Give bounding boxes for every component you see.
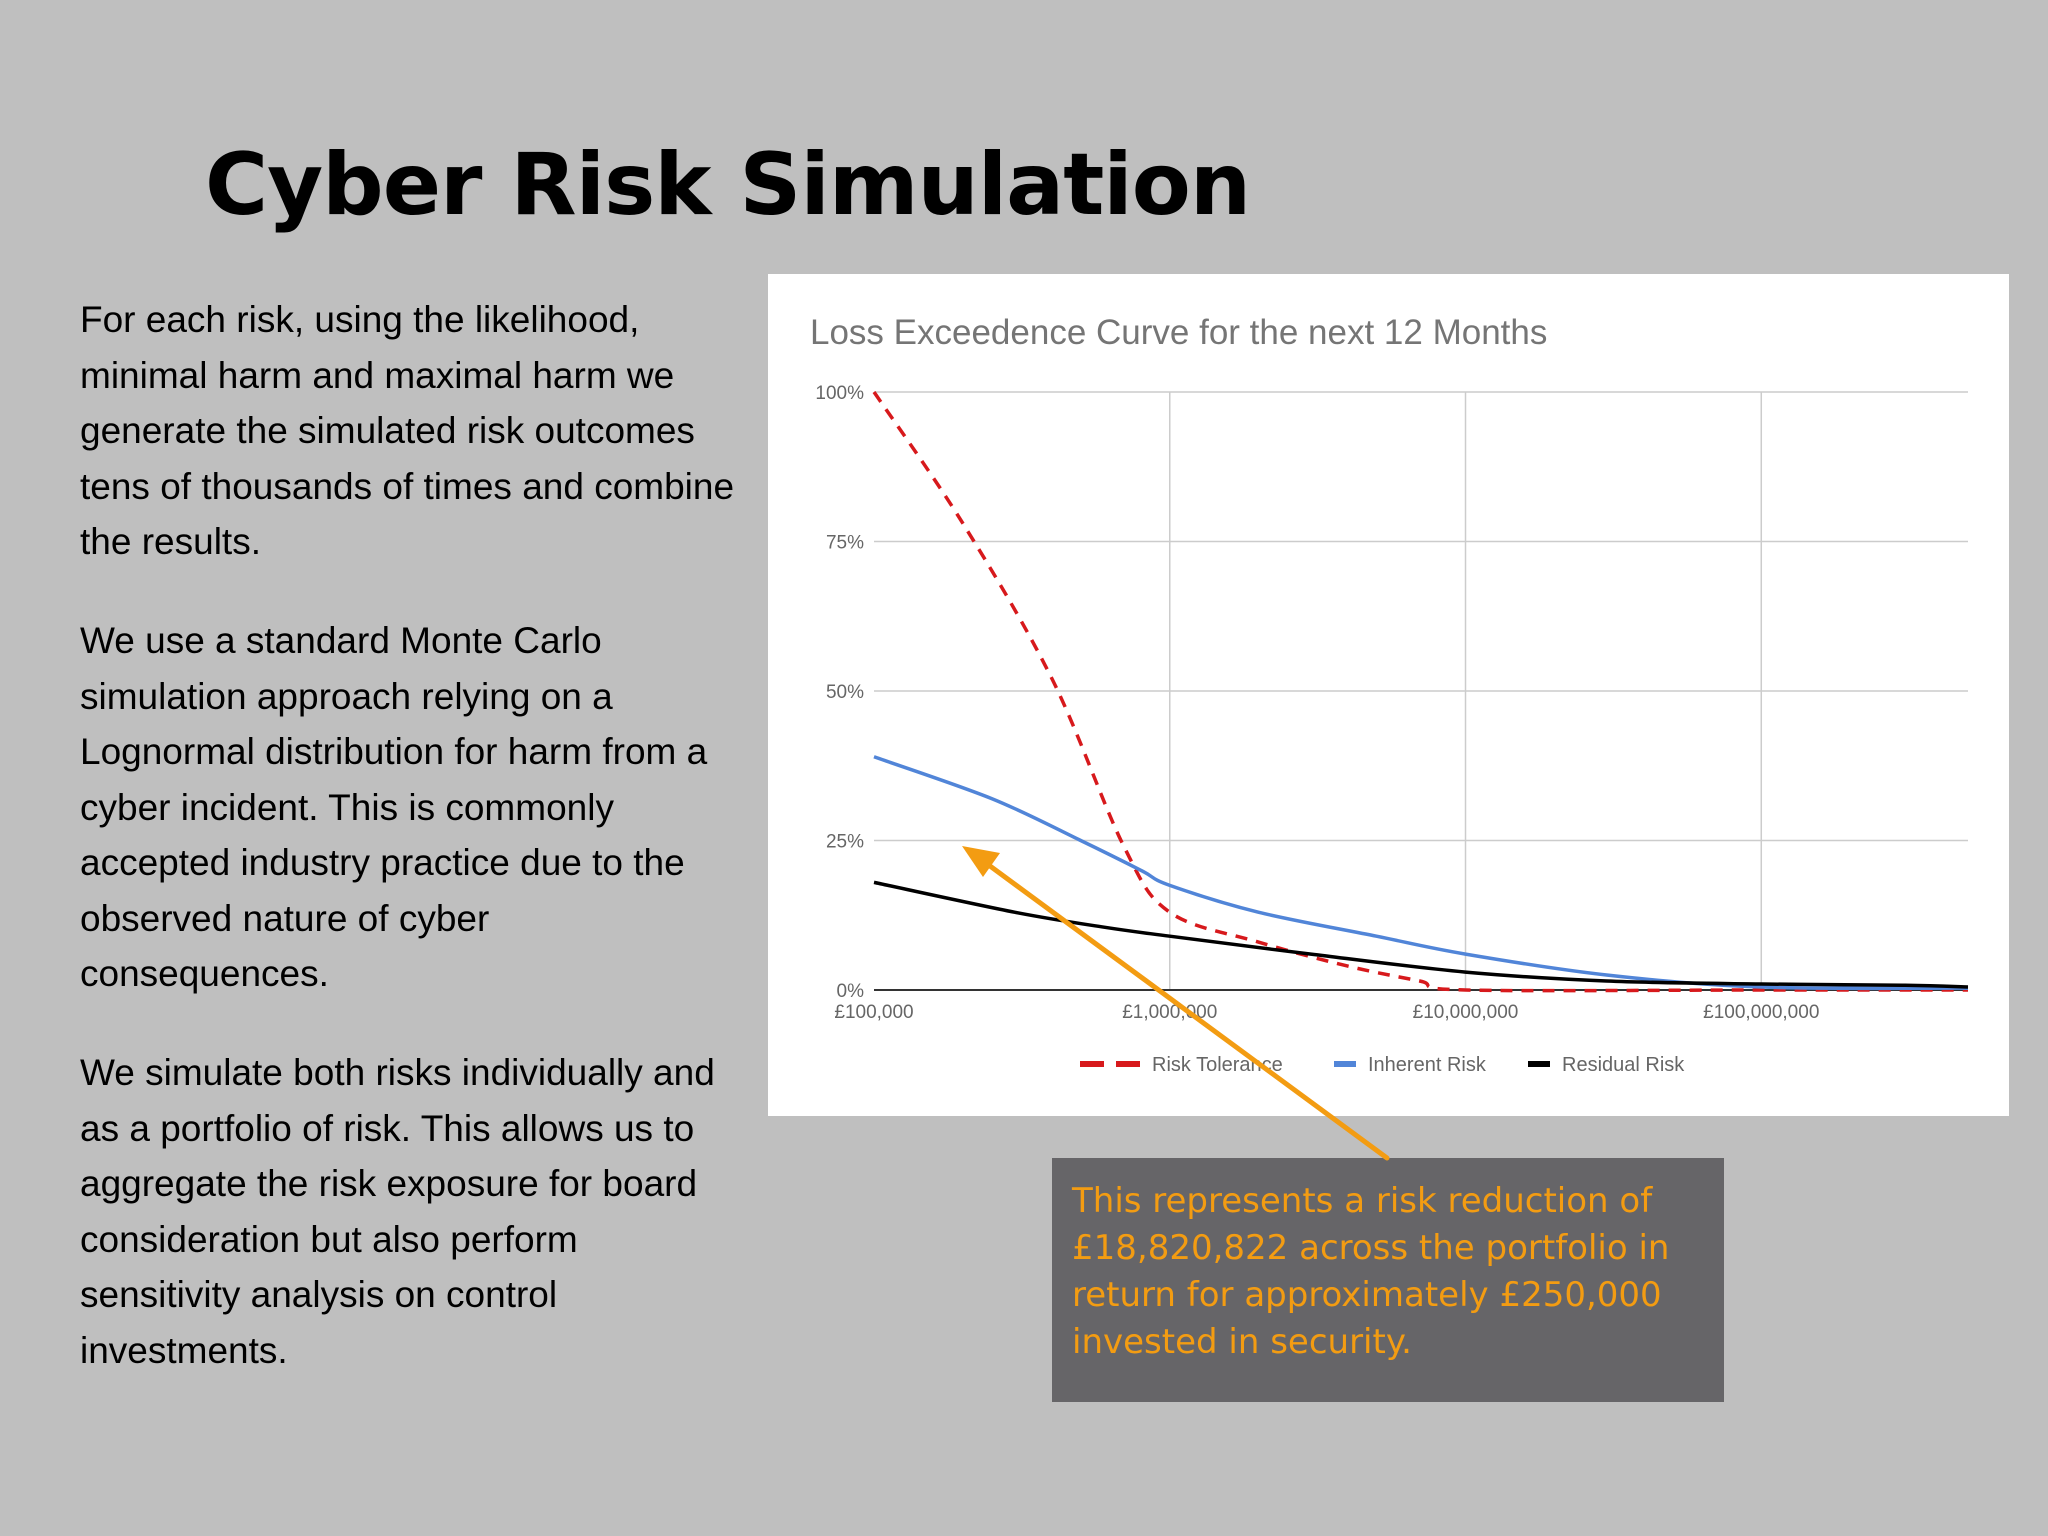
chart-card: Loss Exceedence Curve for the next 12 Mo… [768,274,2009,1116]
y-tick-label: 100% [815,383,864,404]
legend-item-risk-tolerance: Risk Tolerance [1080,1054,1283,1076]
paragraph-portfolio: We simulate both risks individually and … [80,1052,715,1371]
y-tick-label: 50% [826,682,864,703]
y-tick-label: 75% [826,533,864,554]
slide-title: Cyber Risk Simulation [205,135,1251,235]
legend-label: Risk Tolerance [1152,1054,1283,1076]
x-tick-label: £100,000 [834,1002,913,1023]
legend-label: Residual Risk [1562,1054,1685,1076]
loss-exceedence-chart: Loss Exceedence Curve for the next 12 Mo… [810,313,1969,1076]
y-tick-label: 0% [837,981,865,1002]
callout-text: This represents a risk reduction of £18,… [1072,1181,1670,1362]
x-tick-label: £100,000,000 [1703,1002,1819,1023]
chart-title: Loss Exceedence Curve for the next 12 Mo… [810,313,1547,352]
paragraph-likelihood: For each risk, using the likelihood, min… [80,299,735,562]
paragraph-monte-carlo: We use a standard Monte Carlo simulation… [80,620,708,994]
series-line-residual-risk [873,880,1969,989]
x-tick-label: £1,000,000 [1122,1002,1217,1023]
callout-box: This represents a risk reduction of £18,… [1052,1158,1724,1402]
x-tick-label: £10,000,000 [1413,1002,1519,1023]
legend-item-residual-risk: Residual Risk [1528,1054,1685,1076]
legend-item-inherent-risk: Inherent Risk [1334,1054,1487,1076]
legend-label: Inherent Risk [1368,1054,1487,1076]
series-line-inherent-risk [873,755,1969,991]
y-tick-label: 25% [826,832,864,853]
